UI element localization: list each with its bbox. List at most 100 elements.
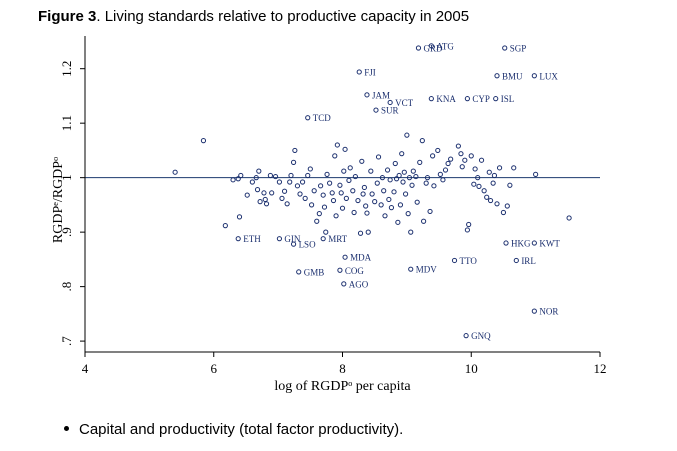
scatter-point	[408, 229, 414, 235]
x-tick-label: 8	[339, 361, 346, 376]
labeled-point	[341, 281, 347, 287]
y-tick-label: .8	[59, 282, 74, 292]
labeled-point	[531, 73, 537, 79]
scatter-point	[359, 158, 365, 164]
labeled-point	[531, 308, 537, 314]
scatter-point	[392, 160, 398, 167]
scatter-point	[292, 147, 298, 154]
labeled-point	[290, 241, 297, 247]
labeled-point	[463, 333, 469, 339]
point-label: IRL	[521, 256, 536, 266]
x-axis-label: log of RGDPᵒ per capita	[274, 379, 411, 394]
scatter-point	[445, 160, 451, 167]
scatter-point	[500, 209, 507, 216]
scatter-point	[375, 154, 382, 160]
labeled-point	[356, 69, 362, 75]
labeled-point	[428, 43, 434, 49]
labeled-point	[464, 96, 470, 102]
scatter-point	[448, 156, 454, 162]
scatter-point	[504, 203, 510, 209]
scatter-point	[294, 183, 301, 189]
scatter-point	[290, 159, 297, 165]
scatter-point	[309, 202, 315, 208]
scatter-point	[347, 165, 353, 171]
point-label: LUX	[539, 71, 558, 81]
scatter-point	[442, 167, 449, 173]
scatter-point	[472, 166, 478, 172]
scatter-point	[374, 180, 380, 186]
point-label: JAM	[372, 90, 390, 100]
scatter-point	[311, 188, 317, 194]
point-label: GMB	[304, 267, 325, 277]
point-label: KWT	[539, 239, 560, 249]
scatter-point	[316, 211, 322, 217]
scatter-point	[281, 188, 288, 194]
labeled-point	[408, 266, 414, 272]
labeled-point	[296, 269, 302, 275]
labeled-point	[337, 267, 343, 273]
scatter-point	[368, 168, 374, 174]
scatter-point	[423, 180, 429, 186]
point-label: GNQ	[471, 331, 491, 341]
scatter-point	[357, 230, 364, 236]
scatter-point	[238, 172, 244, 179]
x-tick-label: 6	[211, 361, 218, 376]
labeled-point	[342, 254, 348, 260]
scatter-point	[244, 192, 250, 198]
scatter-point	[399, 151, 405, 157]
scatter-point	[279, 195, 285, 201]
labeled-point	[502, 45, 508, 51]
scatter-point	[533, 171, 539, 177]
y-axis-label: RGDPᵉ/RGDPᵒ	[51, 157, 66, 243]
scatter-point	[372, 199, 378, 205]
labeled-point	[428, 96, 434, 102]
scatter-point	[462, 157, 468, 163]
scatter-point	[254, 187, 261, 193]
figure-title-text: . Living standards relative to productiv…	[96, 8, 470, 25]
labeled-point	[513, 257, 519, 264]
scatter-point	[361, 184, 367, 191]
y-tick-label: .7	[59, 336, 74, 346]
point-label: ISL	[501, 94, 515, 104]
scatter-point	[419, 138, 425, 144]
scatter-point	[230, 177, 236, 183]
scatter-point	[459, 164, 465, 170]
scatter-point	[475, 175, 481, 181]
scatter-point	[323, 229, 329, 235]
scatter-point	[382, 213, 388, 219]
point-label: GIN	[284, 234, 300, 244]
scatter-point	[288, 172, 294, 179]
scatter-point	[430, 153, 436, 159]
labeled-point	[494, 73, 500, 79]
labeled-point	[387, 99, 393, 106]
point-label: SGP	[510, 43, 527, 53]
scatter-point	[351, 209, 357, 216]
scatter-point	[404, 132, 410, 138]
scatter-point	[333, 213, 339, 219]
scatter-point	[222, 223, 228, 229]
labeled-point	[503, 240, 509, 246]
scatter-point	[267, 172, 273, 179]
scatter-point	[355, 197, 361, 204]
scatter-point	[476, 183, 482, 189]
point-label: MDA	[350, 253, 372, 263]
scatter-point	[307, 166, 313, 172]
point-label: ETH	[243, 234, 261, 244]
x-tick-label: 12	[594, 361, 607, 376]
scatter-point	[566, 215, 572, 221]
scatter-point	[410, 168, 416, 174]
point-label: TTO	[460, 256, 478, 266]
scatter-point	[435, 147, 441, 154]
scatter-point	[455, 143, 461, 149]
scatter-point	[431, 183, 437, 189]
point-label: GRD	[423, 43, 443, 53]
point-label: FJI	[364, 67, 376, 77]
scatter-point	[381, 188, 387, 194]
scatter-point	[397, 202, 404, 208]
scatter-point	[393, 176, 400, 182]
x-tick-label: 10	[465, 361, 478, 376]
scatter-point	[334, 142, 340, 148]
scatter-point	[360, 191, 366, 197]
scatter-point	[406, 175, 413, 181]
scatter-point	[369, 191, 375, 197]
